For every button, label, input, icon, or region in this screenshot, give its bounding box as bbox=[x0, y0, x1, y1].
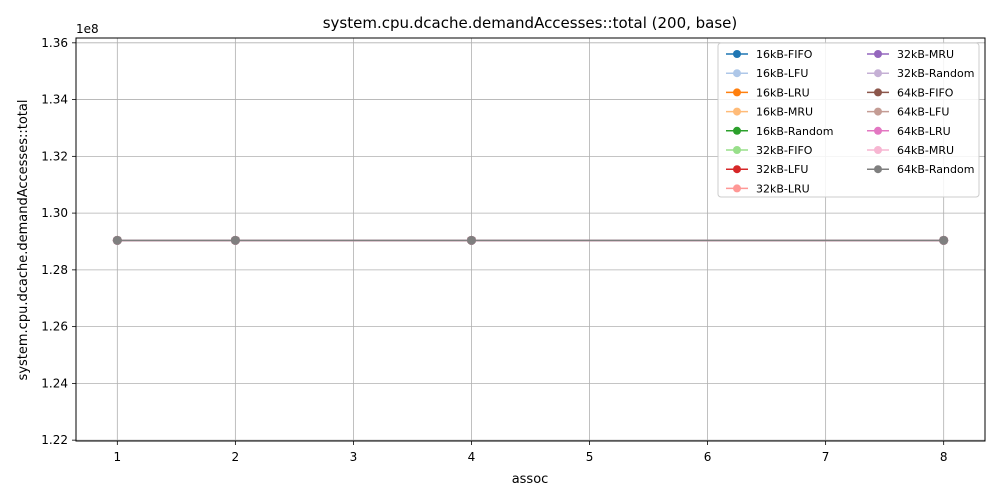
x-tick-label: 5 bbox=[586, 450, 594, 464]
legend-label: 64kB-LFU bbox=[897, 106, 949, 119]
y-axis-scale-label: 1e8 bbox=[76, 22, 99, 36]
y-tick-label: 1.36 bbox=[41, 36, 68, 50]
legend-swatch-marker bbox=[733, 50, 741, 58]
x-tick-label: 4 bbox=[468, 450, 476, 464]
legend-item: 32kB-LFU bbox=[726, 163, 808, 176]
chart-title: system.cpu.dcache.demandAccesses::total … bbox=[323, 14, 738, 32]
y-tick-label: 1.34 bbox=[41, 93, 68, 107]
legend-swatch-marker bbox=[874, 146, 882, 154]
data-point bbox=[466, 235, 476, 245]
legend-item: 16kB-LRU bbox=[726, 86, 810, 99]
legend-item: 64kB-LRU bbox=[867, 125, 951, 138]
x-tick-label: 3 bbox=[350, 450, 358, 464]
legend-item: 64kB-Random bbox=[867, 163, 974, 176]
x-tick-label: 8 bbox=[940, 450, 948, 464]
legend-swatch-marker bbox=[874, 50, 882, 58]
series-64kB-Random bbox=[112, 235, 949, 245]
legend-swatch-marker bbox=[733, 69, 741, 78]
legend-item: 32kB-Random bbox=[867, 67, 974, 80]
legend-swatch-marker bbox=[874, 107, 882, 116]
legend-swatch-marker bbox=[874, 126, 882, 135]
legend-label: 32kB-LFU bbox=[756, 163, 808, 176]
x-axis-label: assoc bbox=[512, 472, 549, 487]
y-tick-label: 1.30 bbox=[41, 206, 68, 220]
legend-item: 64kB-MRU bbox=[867, 144, 954, 157]
legend-label: 32kB-Random bbox=[897, 67, 974, 80]
y-tick-label: 1.32 bbox=[41, 149, 68, 163]
legend-item: 32kB-LRU bbox=[726, 182, 810, 195]
y-tick-label: 1.24 bbox=[41, 376, 68, 390]
legend-label: 16kB-Random bbox=[756, 125, 833, 138]
legend-swatch-marker bbox=[733, 126, 741, 135]
x-tick-label: 2 bbox=[232, 450, 240, 464]
y-axis-ticks: 1.22 1.24 1.26 1.28 1.30 1.32 1.34 1.36 bbox=[41, 36, 76, 447]
x-axis-ticks: 1 2 3 4 5 6 7 8 bbox=[113, 441, 948, 464]
legend-item: 16kB-FIFO bbox=[726, 48, 813, 61]
plot-frame bbox=[75, 37, 986, 442]
legend-label: 32kB-LRU bbox=[756, 182, 810, 195]
legend-swatch-marker bbox=[874, 165, 882, 174]
legend-swatch-marker bbox=[733, 165, 741, 174]
legend: 16kB-FIFO 16kB-LFU 16kB-LRU 16kB-MRU 16kB-Ra… bbox=[717, 42, 980, 198]
legend-item: 16kB-LFU bbox=[726, 67, 808, 80]
data-point bbox=[112, 235, 122, 245]
legend-label: 64kB-Random bbox=[897, 163, 974, 176]
legend-item: 64kB-LFU bbox=[867, 106, 949, 119]
legend-label: 16kB-LRU bbox=[756, 86, 810, 99]
legend-label: 64kB-MRU bbox=[897, 144, 954, 157]
x-tick-label: 7 bbox=[822, 450, 830, 464]
y-tick-label: 1.22 bbox=[41, 433, 68, 447]
legend-label: 32kB-FIFO bbox=[756, 144, 813, 157]
data-point bbox=[939, 235, 949, 245]
legend-label: 16kB-LFU bbox=[756, 67, 808, 80]
legend-item: 16kB-MRU bbox=[726, 106, 813, 119]
legend-label: 64kB-FIFO bbox=[897, 86, 954, 99]
legend-box bbox=[717, 42, 980, 198]
legend-item: 32kB-FIFO bbox=[726, 144, 813, 157]
legend-swatch-marker bbox=[874, 88, 882, 97]
y-tick-label: 1.28 bbox=[41, 263, 68, 277]
legend-label: 64kB-LRU bbox=[897, 125, 951, 138]
legend-swatch-marker bbox=[874, 69, 882, 78]
legend-swatch-marker bbox=[733, 107, 741, 116]
series-layer bbox=[112, 235, 949, 245]
y-axis-label: system.cpu.dcache.demandAccesses::total bbox=[16, 100, 31, 381]
legend-label: 32kB-MRU bbox=[897, 48, 954, 61]
legend-label: 16kB-MRU bbox=[756, 106, 813, 119]
x-tick-label: 6 bbox=[704, 450, 712, 464]
x-tick-label: 1 bbox=[113, 450, 121, 464]
y-tick-label: 1.26 bbox=[41, 320, 68, 334]
legend-item: 32kB-MRU bbox=[867, 48, 954, 61]
legend-label: 16kB-FIFO bbox=[756, 48, 813, 61]
legend-swatch-marker bbox=[733, 184, 741, 193]
legend-swatch-marker bbox=[733, 88, 741, 97]
legend-item: 64kB-FIFO bbox=[867, 86, 954, 99]
data-point bbox=[230, 235, 240, 245]
legend-item: 16kB-Random bbox=[726, 125, 833, 138]
legend-swatch-marker bbox=[733, 146, 741, 154]
